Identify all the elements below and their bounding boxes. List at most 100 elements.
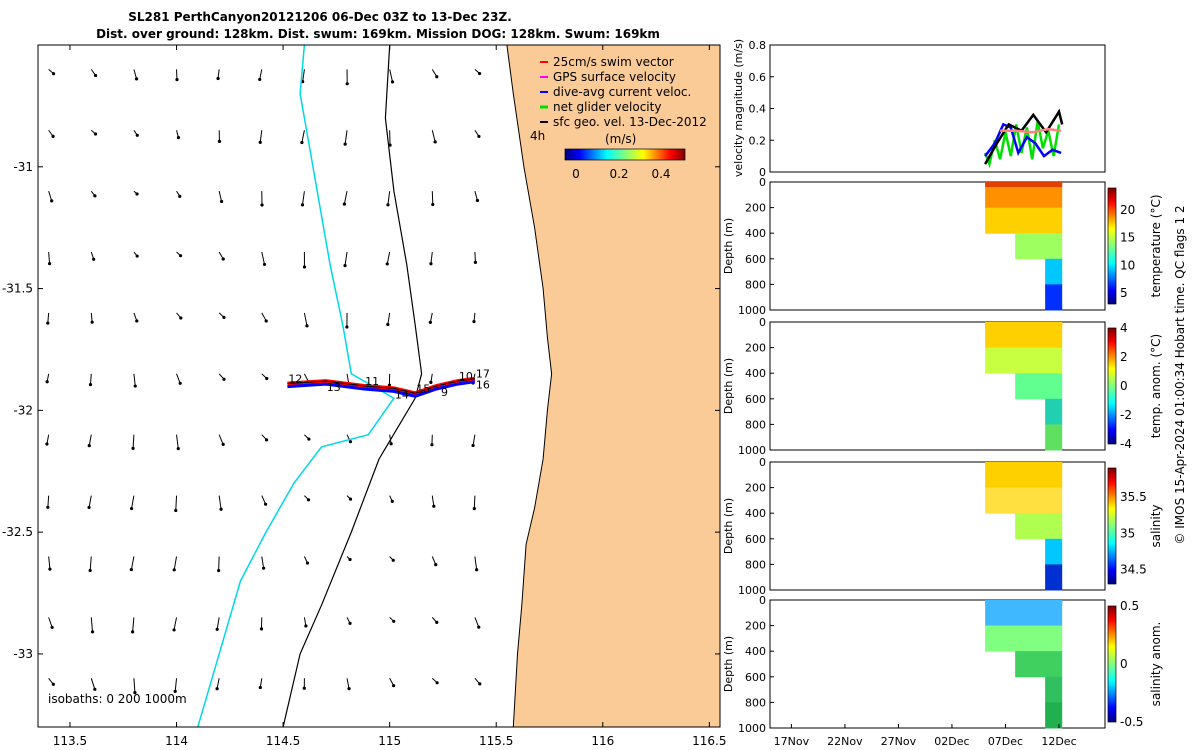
current-arrow-head	[46, 505, 50, 509]
panel-colorbar	[1107, 467, 1117, 585]
current-arrow-head	[265, 376, 269, 381]
track-day-label: 13	[327, 381, 341, 394]
current-arrow-head	[305, 324, 309, 328]
section-panel: 0 200 400 600 800 1000 Depth (m) 34.5 35 35.5sali…	[722, 456, 1163, 597]
current-arrow	[133, 373, 136, 387]
y-tick-label: 0.6	[749, 71, 767, 84]
y-tick-label: 1000	[738, 584, 766, 597]
current-arrow-head	[306, 498, 311, 502]
y-tick-label: -33	[13, 647, 33, 661]
section-data-band	[1045, 702, 1063, 729]
current-arrow	[259, 69, 263, 80]
panel-ylabel: Depth (m)	[722, 636, 735, 692]
current-arrow-head	[129, 567, 133, 572]
colorbar-tick: 35.5	[1120, 490, 1147, 504]
isobath-200	[197, 45, 395, 727]
x-tick-label: 114.5	[266, 734, 300, 748]
y-tick-label: 0.2	[749, 134, 767, 147]
current-arrow	[429, 312, 433, 323]
section-panel: 0 200 400 600 800 1000 Depth (m) 5 10 15 20 tempera…	[722, 176, 1163, 317]
panel-colorbar	[1107, 187, 1117, 305]
current-arrow	[48, 556, 51, 570]
colorbar-tick: 0	[1120, 657, 1128, 671]
map-legend: 25cm/s swim vector GPS surface velocity …	[530, 55, 707, 181]
current-arrow-head	[88, 568, 92, 573]
y-tick-label: 400	[745, 367, 766, 380]
section-data-band	[985, 182, 1063, 187]
current-arrow-head	[129, 506, 134, 511]
current-arrow-head	[176, 136, 181, 140]
current-arrow-head	[221, 257, 225, 261]
current-arrow-head	[345, 82, 349, 86]
current-arrow	[89, 373, 92, 385]
current-arrow-head	[475, 568, 479, 572]
current-arrow-head	[45, 442, 49, 446]
section-data-band	[1045, 258, 1063, 285]
section-data-band	[1045, 284, 1063, 311]
current-arrow-head	[135, 319, 139, 323]
current-arrow	[344, 251, 348, 266]
y-tick-label: 0	[759, 176, 766, 189]
colorbar-tick: 5	[1120, 286, 1128, 300]
current-arrow-head	[88, 383, 93, 387]
current-arrow	[301, 130, 305, 143]
current-arrow-head	[221, 442, 225, 446]
y-tick-label: 0	[759, 316, 766, 329]
map-x-ticks: 113.5 114 114.5 115 115.5 116 116.5	[53, 45, 727, 748]
current-arrow	[474, 252, 476, 263]
current-arrow	[132, 434, 135, 449]
current-arrow-head	[90, 320, 94, 324]
current-arrow-head	[348, 440, 353, 444]
current-arrow-head	[390, 499, 394, 504]
colorbar-tick: -0.5	[1120, 715, 1143, 729]
colorbar-tick: 34.5	[1120, 563, 1147, 577]
velocity-line	[983, 120, 1061, 169]
y-tick-label: 400	[745, 645, 766, 658]
x-tick-label: 27Nov	[881, 735, 917, 748]
section-data-band	[1015, 233, 1063, 260]
current-arrow-head	[222, 377, 226, 381]
current-arrow-head	[300, 203, 305, 207]
y-tick-label: -32	[13, 403, 33, 417]
current-arrow-head	[51, 72, 56, 76]
current-arrow-head	[262, 566, 266, 570]
y-tick-label: 1000	[738, 722, 766, 735]
current-arrow-head	[134, 77, 139, 81]
section-data-band	[1045, 538, 1063, 565]
colorbar-tick: -4	[1120, 437, 1132, 451]
current-arrow-head	[179, 316, 183, 320]
velocity-line	[1000, 127, 1062, 134]
current-arrow-head	[264, 438, 269, 442]
current-arrow-head	[302, 265, 307, 269]
velocity-ylabel: velocity magnitude (m/s)	[732, 39, 745, 177]
current-arrow	[259, 130, 263, 143]
x-tick-label: 115	[378, 734, 401, 748]
y-tick-label: 0	[759, 456, 766, 469]
y-tick-label: 600	[745, 253, 766, 266]
current-arrow-head	[131, 446, 135, 450]
y-tick-label: -31	[13, 160, 33, 174]
section-data-band	[985, 625, 1063, 652]
current-arrow-head	[348, 621, 352, 625]
colorbar-tick: 0.5	[1120, 599, 1139, 613]
velocity-y-ticks: 0 0.2 0.4 0.6 0.8	[749, 39, 774, 179]
y-tick-label: 200	[745, 202, 766, 215]
x-tick-label: 114	[165, 734, 188, 748]
section-data-band	[985, 462, 1063, 467]
current-arrow	[218, 191, 223, 202]
current-arrow	[216, 678, 220, 689]
y-tick-label: 1000	[738, 304, 766, 317]
track-day-label: 10	[459, 370, 473, 383]
current-arrow	[431, 130, 436, 142]
current-arrow-head	[435, 681, 439, 685]
panel-ylabel: Depth (m)	[722, 358, 735, 414]
current-arrow-head	[300, 140, 304, 145]
current-arrow	[218, 556, 220, 571]
section-data-band	[1045, 398, 1063, 425]
current-arrow-head	[473, 260, 478, 264]
current-arrow	[174, 678, 178, 692]
current-arrow	[218, 434, 224, 445]
current-arrow-head	[430, 443, 434, 447]
current-arrow-head	[431, 202, 435, 207]
